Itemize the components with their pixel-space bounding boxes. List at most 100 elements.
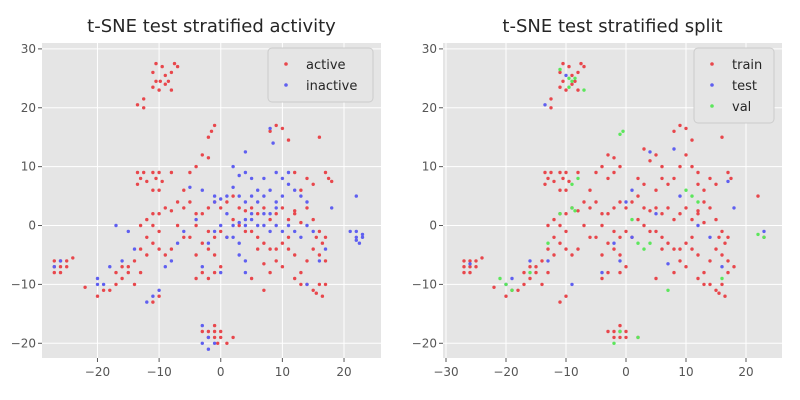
data-point-train: [684, 126, 688, 131]
data-point-inactive: [225, 194, 229, 198]
data-point-inactive: [182, 229, 186, 234]
data-point-train: [636, 217, 640, 222]
data-point-active: [169, 88, 174, 92]
data-point-active: [326, 176, 331, 181]
y-tick-label: 0: [429, 219, 437, 233]
data-point-active: [299, 220, 303, 225]
data-point-active: [320, 241, 325, 245]
data-point-train: [606, 329, 610, 334]
data-point-active: [256, 212, 260, 216]
y-tick-label: −10: [412, 277, 437, 291]
data-point-train: [624, 265, 628, 269]
legend-marker: [710, 83, 714, 87]
data-point-test: [630, 188, 634, 192]
data-point-train: [462, 265, 466, 269]
data-point-active: [212, 329, 217, 334]
data-point-inactive: [219, 197, 223, 201]
data-point-train: [546, 176, 550, 181]
data-point-train: [600, 276, 604, 281]
data-point-inactive: [237, 220, 241, 225]
data-point-inactive: [212, 194, 217, 198]
data-point-train: [558, 223, 562, 228]
data-point-train: [564, 88, 568, 92]
data-point-inactive: [231, 164, 235, 169]
chart-right: −30 −20 −10 0 10 20 −20 −10 0 10 20 30 t-SNE test s…: [412, 16, 782, 379]
data-point-val: [636, 241, 640, 245]
data-point-train: [534, 265, 538, 269]
data-point-train: [618, 235, 622, 239]
data-point-inactive: [280, 194, 285, 198]
data-point-inactive: [237, 253, 241, 257]
data-point-train: [582, 223, 586, 228]
data-point-train: [660, 235, 664, 239]
data-point-inactive: [286, 223, 291, 228]
data-point-train: [606, 153, 610, 157]
data-point-train: [684, 265, 688, 269]
data-point-inactive: [200, 341, 204, 345]
data-point-active: [157, 188, 161, 192]
data-point-train: [522, 270, 526, 275]
data-point-train: [708, 282, 712, 287]
data-point-active: [151, 241, 155, 245]
data-point-active: [237, 223, 241, 228]
data-point-active: [126, 265, 130, 269]
data-point-inactive: [360, 232, 365, 237]
x-tick-label: 0: [217, 365, 225, 379]
data-point-train: [696, 170, 700, 175]
data-point-val: [618, 329, 622, 334]
tick-labels: −20 −10 0 10 20 −20 −10 0 10 20 30: [11, 42, 352, 379]
data-point-inactive: [157, 288, 161, 292]
data-point-inactive: [212, 341, 217, 345]
data-point-test: [666, 262, 670, 266]
data-point-train: [624, 329, 628, 334]
data-point-active: [151, 212, 155, 216]
data-point-inactive: [354, 235, 358, 239]
data-point-train: [666, 241, 670, 245]
data-point-train: [690, 164, 694, 169]
data-point-inactive: [262, 176, 266, 181]
data-point-active: [200, 270, 204, 275]
data-point-train: [714, 247, 718, 251]
data-point-active: [219, 265, 223, 269]
data-point-active: [323, 170, 328, 175]
data-point-test: [543, 103, 547, 107]
data-point-train: [702, 282, 706, 287]
data-point-inactive: [52, 265, 56, 269]
data-point-active: [268, 270, 272, 275]
data-point-inactive: [219, 270, 223, 275]
data-point-train: [588, 206, 592, 210]
data-point-inactive: [237, 173, 241, 178]
data-point-active: [268, 217, 272, 222]
data-point-train: [600, 164, 604, 169]
data-point-active: [256, 247, 260, 251]
data-point-train: [729, 176, 733, 181]
data-point-active: [256, 235, 260, 239]
data-point-inactive: [243, 223, 248, 228]
data-point-train: [504, 294, 508, 298]
data-point-inactive: [206, 241, 211, 245]
data-point-active: [286, 247, 291, 251]
data-point-active: [219, 206, 223, 210]
data-point-train: [588, 188, 592, 192]
data-point-val: [720, 276, 724, 281]
data-point-active: [206, 135, 211, 139]
data-point-train: [618, 335, 622, 340]
data-point-active: [157, 212, 161, 216]
data-point-inactive: [169, 259, 174, 263]
data-point-train: [618, 270, 622, 275]
data-point-active: [237, 206, 241, 210]
data-point-active: [163, 73, 167, 78]
data-point-active: [188, 200, 192, 204]
data-point-val: [756, 232, 760, 237]
scatter-points: [52, 61, 365, 351]
data-point-inactive: [271, 141, 275, 145]
data-point-train: [618, 164, 622, 169]
data-point-train: [660, 176, 664, 181]
data-point-val: [630, 217, 634, 222]
data-point-train: [561, 61, 565, 66]
data-point-train: [678, 247, 682, 251]
data-point-train: [618, 323, 622, 328]
data-point-active: [145, 235, 149, 239]
data-point-test: [624, 200, 628, 204]
data-point-inactive: [249, 212, 254, 216]
